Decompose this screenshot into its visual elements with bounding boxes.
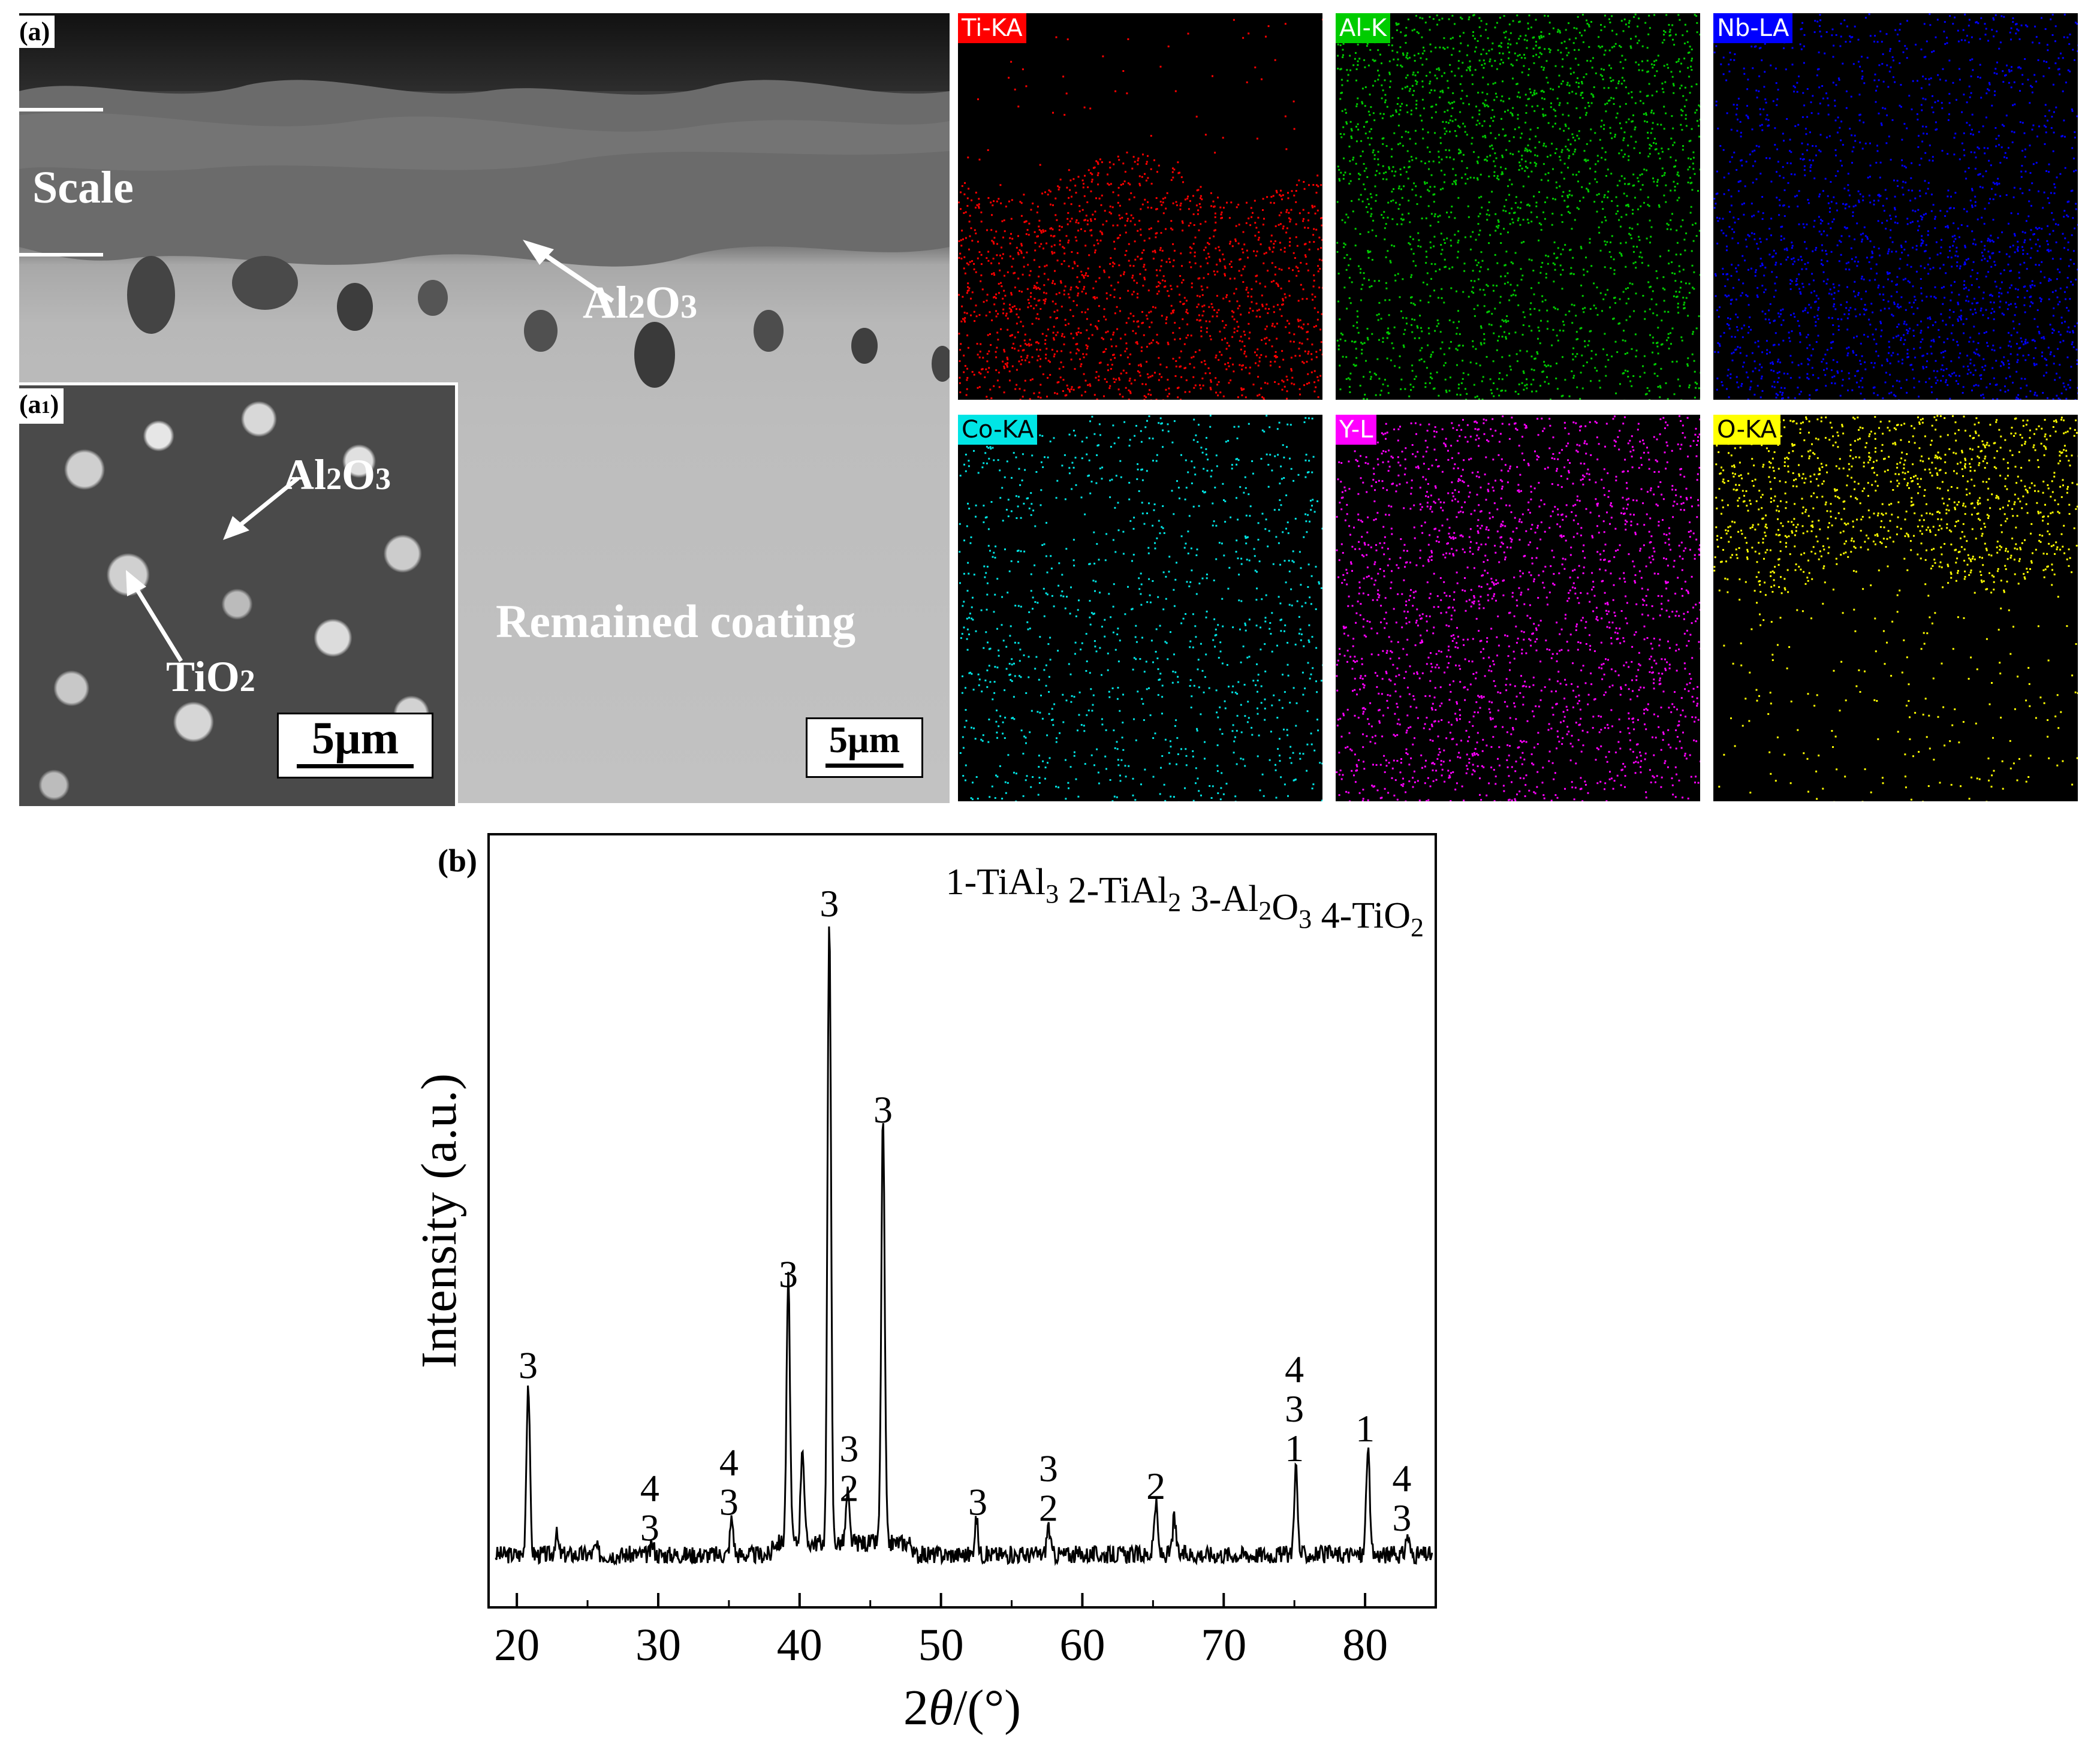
panel-b-label: (b): [438, 843, 477, 879]
peak-label: 4: [1285, 1348, 1304, 1390]
scale-crust-texture: [19, 13, 950, 91]
peak-label: 4: [640, 1467, 659, 1509]
peak-label: 3: [640, 1506, 659, 1549]
eds-map-co-ka: Co-KA: [958, 415, 1322, 801]
al2o3-arrow: [523, 240, 614, 303]
oxide-band-texture: [19, 80, 950, 267]
peak-label: 3: [1285, 1387, 1304, 1430]
x-tick-label: 40: [777, 1620, 822, 1670]
eds-map-dots: [958, 14, 1322, 400]
eds-map-dots: [1713, 415, 2078, 801]
eds-map-dots: [1336, 13, 1700, 400]
y-axis-label: Intensity (a.u.): [411, 1073, 467, 1368]
peak-label: 2: [1146, 1465, 1165, 1507]
eds-map-al-k: Al-K: [1336, 13, 1700, 400]
peak-label: 3: [1392, 1496, 1411, 1539]
peak-label: 3: [519, 1344, 538, 1386]
peak-label: 2: [1039, 1486, 1058, 1529]
eds-map-dots: [959, 415, 1322, 801]
eds-map-ti-ka: Ti-KA: [958, 13, 1322, 400]
eds-map-dots: [1336, 415, 1700, 801]
peak-label: 3: [819, 882, 839, 925]
xrd-spectrum-line: [495, 926, 1433, 1567]
xrd-chart: (b) 1-TiAl3 2-TiAl2 3-Al2O3 4-TiO2 20 30 40 5…: [411, 833, 1437, 1736]
x-tick-label: 50: [918, 1620, 964, 1670]
peak-label: 3: [839, 1427, 858, 1470]
eds-map-label: Ti-KA: [958, 13, 1026, 43]
panel-a1-label: (a1): [14, 388, 64, 424]
eds-map-label: Y-L: [1336, 415, 1377, 445]
inset-al2o3-label: Al2O3: [283, 451, 391, 499]
inset-tio2-label: TiO2: [166, 653, 255, 701]
eds-map-label: O-KA: [1713, 415, 1780, 445]
panel-a-label: (a): [14, 16, 55, 48]
x-tick-label: 70: [1201, 1620, 1246, 1670]
sem-surface-inset-image: Al2O3 TiO2 5µm: [19, 382, 458, 806]
eds-map-dots: [1713, 13, 2078, 400]
plot-frame: [487, 833, 1437, 1609]
peak-label: 3: [968, 1480, 987, 1523]
x-tick-label: 60: [1059, 1620, 1105, 1670]
peak-label: 4: [719, 1441, 739, 1483]
al2o3-label: Al2O3: [583, 277, 698, 328]
peak-label: 3: [719, 1480, 739, 1523]
interface-pores: [127, 256, 950, 388]
eds-map-o-ka: O-KA: [1713, 415, 2078, 801]
peak-label: 3: [873, 1088, 893, 1131]
x-tick-label: 80: [1342, 1620, 1388, 1670]
peak-label: 4: [1392, 1457, 1411, 1499]
peak-label: 1: [1285, 1427, 1304, 1470]
inset-tio2-arrow: [126, 570, 183, 662]
scale-layer-label: Scale: [32, 162, 134, 213]
scalebar-a: 5µm: [806, 717, 923, 778]
x-axis-label: 2θ/(°): [903, 1680, 1021, 1736]
eds-map-label: Nb-LA: [1713, 13, 1793, 43]
eds-map-label: Co-KA: [958, 415, 1038, 445]
x-tick-label: 30: [635, 1620, 681, 1670]
inset-al2o3-arrow: [223, 476, 300, 540]
eds-map-nb-la: Nb-LA: [1713, 13, 2078, 400]
scale-bottom-marker: [19, 253, 103, 257]
x-tick-label: 20: [494, 1620, 540, 1670]
peak-label: 3: [1039, 1447, 1058, 1489]
scale-top-marker: [19, 108, 103, 111]
phase-legend: 1-TiAl3 2-TiAl2 3-Al2O3 4-TiO2: [946, 862, 1424, 942]
eds-map-y-l: Y-L: [1336, 415, 1700, 801]
remained-coating-label: Remained coating: [496, 595, 856, 647]
peak-label: 1: [1355, 1407, 1375, 1450]
peak-label: 2: [839, 1467, 858, 1509]
scalebar-a1: 5µm: [277, 713, 433, 779]
peak-label: 3: [779, 1253, 798, 1295]
eds-map-label: Al-K: [1336, 13, 1391, 43]
